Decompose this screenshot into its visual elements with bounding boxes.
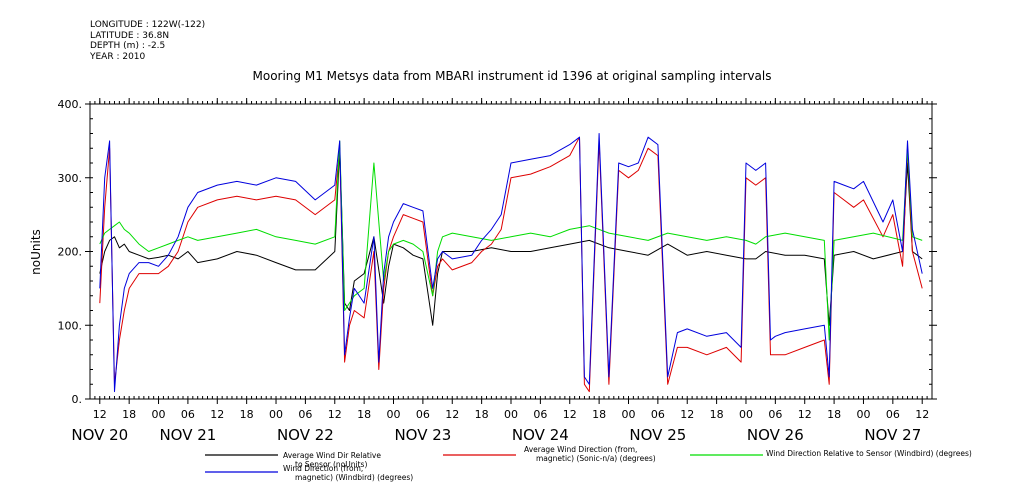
- day-label: NOV 20: [71, 426, 128, 444]
- x-tick-label: 18: [357, 408, 371, 421]
- legend-label: Wind Direction (from, magnetic) (Windbird…: [283, 464, 413, 482]
- x-tick-label: 12: [328, 408, 342, 421]
- x-tick-label: 18: [240, 408, 254, 421]
- x-tick-label: 18: [475, 408, 489, 421]
- x-tick-label: 18: [827, 408, 841, 421]
- y-tick-label: 400.: [58, 98, 83, 111]
- series-layer: [99, 133, 923, 393]
- chart-title: Mooring M1 Metsys data from MBARI instru…: [253, 69, 772, 83]
- x-tick-label: 06: [533, 408, 547, 421]
- x-tick-label: 06: [298, 408, 312, 421]
- day-label: NOV 21: [159, 426, 216, 444]
- y-tick-label: 0.: [72, 393, 83, 406]
- day-label: NOV 26: [747, 426, 804, 444]
- x-tick-label: 12: [563, 408, 577, 421]
- longitude-label: LONGITUDE : 122W(-122): [90, 20, 206, 30]
- day-label: NOV 23: [394, 426, 451, 444]
- legend-label: Wind Direction Relative to Sensor (Windb…: [766, 449, 972, 458]
- x-tick-label: 00: [269, 408, 283, 421]
- x-tick-label: 00: [387, 408, 401, 421]
- x-tick-label: 12: [93, 408, 107, 421]
- x-tick-label: 12: [680, 408, 694, 421]
- day-label: NOV 22: [277, 426, 334, 444]
- day-label: NOV 27: [864, 426, 921, 444]
- y-tick-label: 100.: [58, 319, 83, 332]
- year-label: YEAR : 2010: [90, 51, 146, 62]
- series-line-1: [99, 147, 923, 326]
- y-tick-label: 200.: [58, 246, 83, 259]
- x-tick-label: 06: [416, 408, 430, 421]
- x-tick-label: 00: [621, 408, 635, 421]
- x-tick-label: 12: [915, 408, 929, 421]
- y-tick-label: 300.: [58, 172, 83, 185]
- metadata-block: LONGITUDE : 122W(-122) LATITUDE : 36.8N …: [90, 20, 205, 62]
- legend-label: Average Wind Direction (from, magnetic) (…: [524, 445, 656, 463]
- y-axis-label: noUnits: [29, 229, 43, 275]
- x-tick-label: 12: [210, 408, 224, 421]
- legend-label: Average Wind Dir Relative to Sensor (noUn…: [283, 451, 381, 469]
- x-tick-label: 18: [592, 408, 606, 421]
- day-label: NOV 24: [512, 426, 569, 444]
- legend: Average Wind Dir Relative to Sensor (noUn…: [205, 445, 972, 482]
- x-tick-label: 06: [181, 408, 195, 421]
- latitude-label: LATITUDE : 36.8N: [90, 30, 170, 41]
- x-tick-label: 00: [152, 408, 166, 421]
- day-label: NOV 25: [629, 426, 686, 444]
- x-tick-label: 12: [798, 408, 812, 421]
- x-tick-label: 00: [504, 408, 518, 421]
- x-tick-label: 06: [651, 408, 665, 421]
- x-tick-label: 00: [856, 408, 870, 421]
- x-tick-label: 12: [445, 408, 459, 421]
- depth-label: DEPTH (m) : -2.5: [90, 41, 166, 51]
- series-line-4: [99, 133, 923, 393]
- series-line-3: [99, 140, 923, 341]
- x-tick-label: 00: [739, 408, 753, 421]
- series-line-2: [99, 136, 923, 393]
- x-tick-label: 06: [886, 408, 900, 421]
- axis-layer: 0. 100. 200. 300. 400. 12 18 00 06 12 18 00 06 12 18 00…: [58, 98, 937, 444]
- x-tick-label: 18: [122, 408, 136, 421]
- x-tick-label: 06: [768, 408, 782, 421]
- x-tick-label: 18: [710, 408, 724, 421]
